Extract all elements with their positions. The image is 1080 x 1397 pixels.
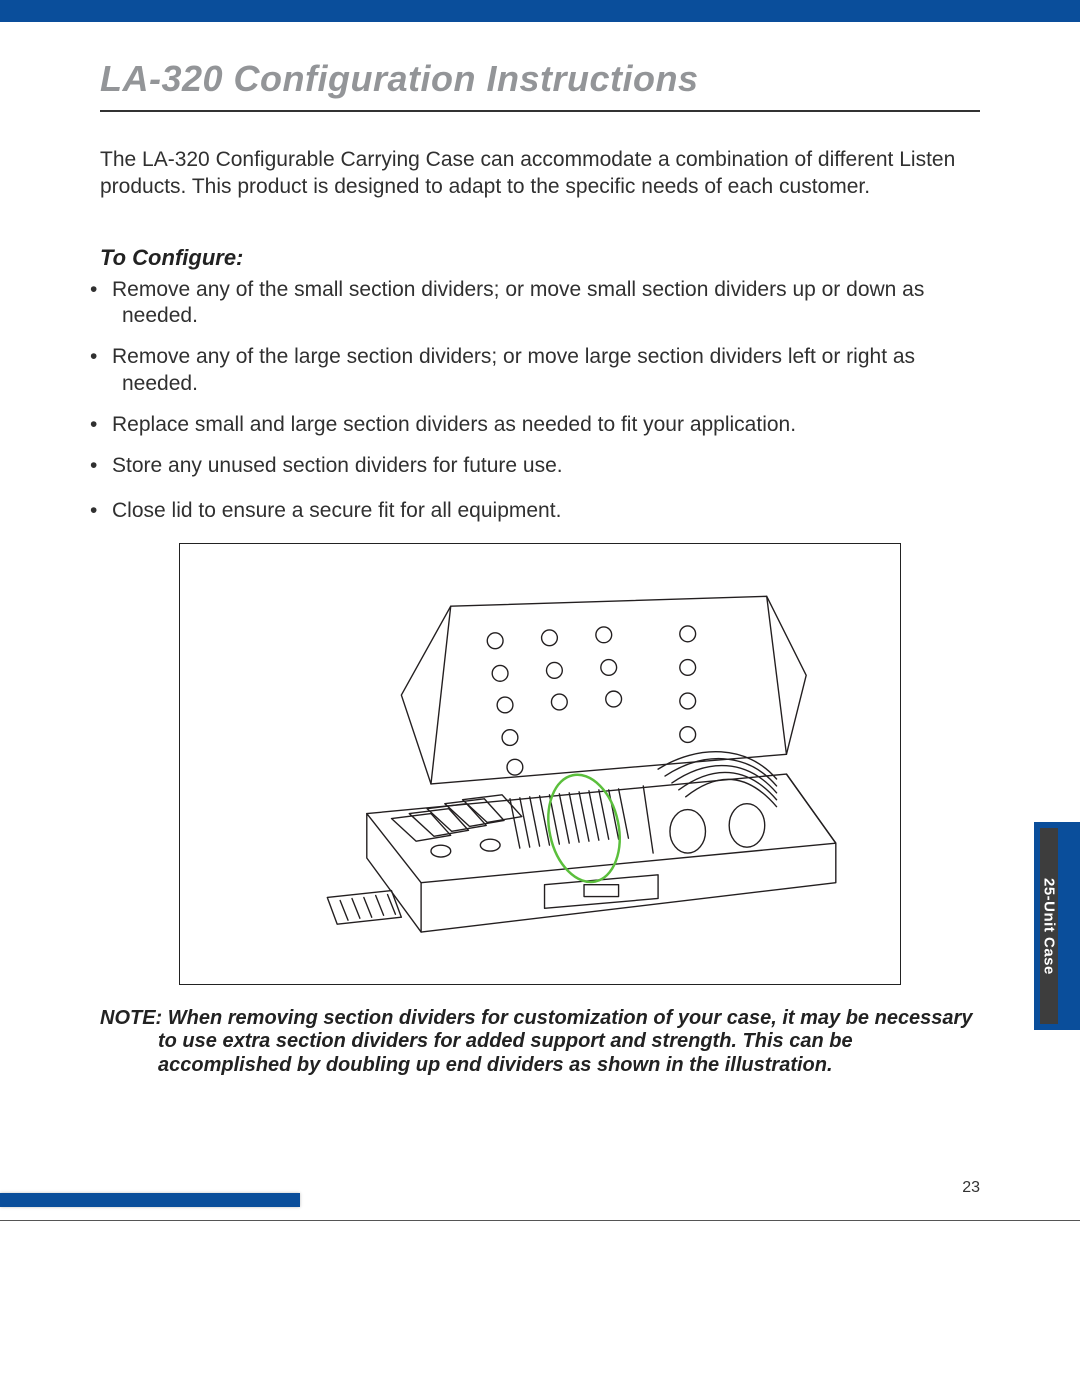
section-side-tab: 25-Unit Case [1034, 822, 1080, 1030]
list-item: Remove any of the small section dividers… [100, 277, 980, 331]
content-area: LA-320 Configuration Instructions The LA… [0, 0, 1080, 1078]
illustration-box [179, 543, 901, 985]
note-label: NOTE: [100, 1007, 168, 1029]
note-text: When removing section dividers for custo… [158, 1007, 972, 1076]
side-tab-label: 25-Unit Case [1041, 878, 1058, 975]
steps-list-continued: Close lid to ensure a secure fit for all… [100, 498, 980, 525]
top-accent-bar [0, 0, 1080, 22]
steps-list: Remove any of the small section dividers… [100, 277, 980, 480]
list-item: Replace small and large section dividers… [100, 412, 980, 439]
intro-paragraph: The LA-320 Configurable Carrying Case ca… [100, 146, 980, 201]
bottom-rule [0, 1220, 1080, 1221]
case-illustration [194, 553, 885, 975]
page-number: 23 [962, 1179, 980, 1197]
page-title: LA-320 Configuration Instructions [100, 58, 980, 100]
list-item: Close lid to ensure a secure fit for all… [100, 498, 980, 525]
bottom-accent-bar [0, 1193, 300, 1207]
note-paragraph: NOTE: When removing section dividers for… [100, 1007, 980, 1078]
manual-page: LA-320 Configuration Instructions The LA… [0, 0, 1080, 1397]
configure-subheading: To Configure: [100, 245, 980, 271]
title-rule [100, 110, 980, 112]
list-item: Remove any of the large section dividers… [100, 344, 980, 398]
list-item: Store any unused section dividers for fu… [100, 453, 980, 480]
side-tab-inner: 25-Unit Case [1040, 828, 1058, 1024]
